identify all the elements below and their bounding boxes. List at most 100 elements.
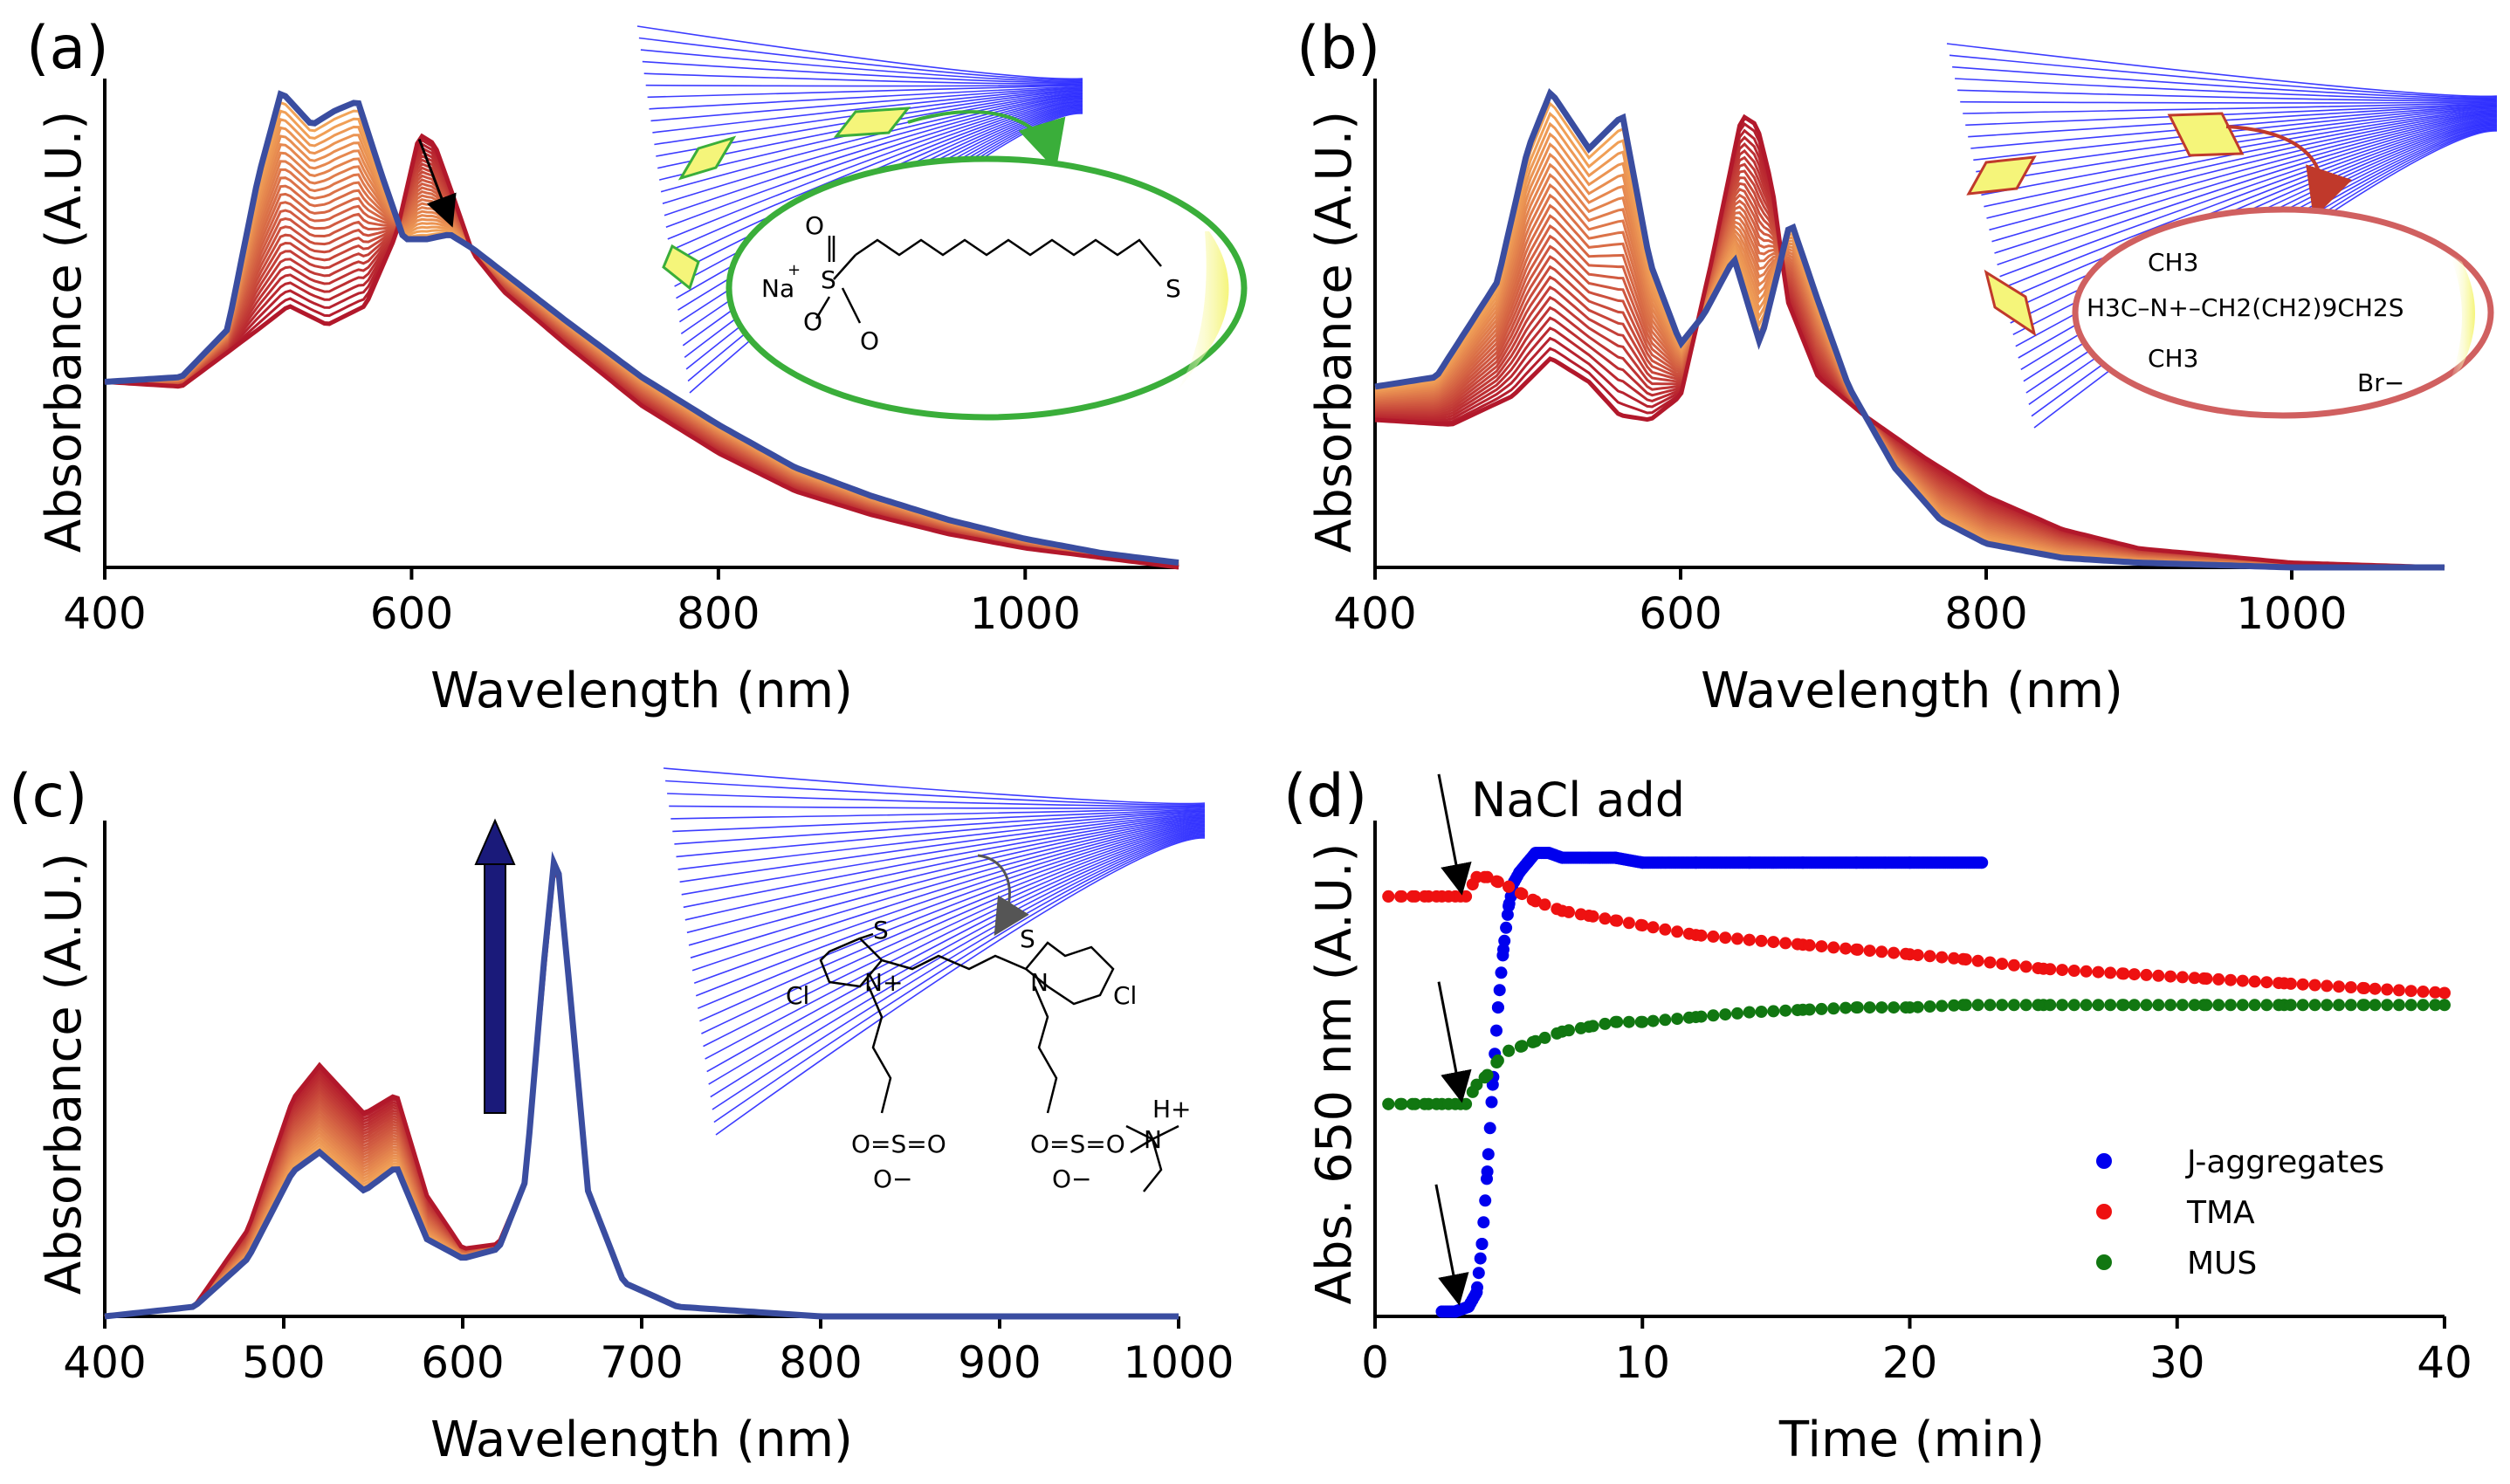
ligand-strand — [1973, 106, 2498, 161]
point-MUS — [1490, 1056, 1503, 1068]
point-J-aggregates — [1475, 1238, 1489, 1250]
point-MUS — [2067, 999, 2080, 1012]
x-axis-title-a: Wavelength (nm) — [430, 663, 853, 719]
point-TMA — [2404, 985, 2417, 998]
point-TMA — [1551, 903, 1564, 916]
point-MUS — [1478, 1071, 1491, 1084]
point-MUS — [1574, 1021, 1587, 1034]
point-TMA — [2128, 968, 2141, 981]
point-MUS — [2273, 999, 2286, 1012]
point-TMA — [2116, 967, 2128, 980]
point-TMA — [1936, 951, 1949, 964]
point-TMA — [1840, 942, 1852, 955]
point-TMA — [1875, 945, 1888, 958]
point-J-aggregates — [1500, 921, 1513, 934]
x-tick-label: 1000 — [2236, 588, 2347, 639]
inset-a: S O O O Na + S — [636, 25, 1248, 421]
ligand-strand — [703, 828, 1206, 1048]
spectrum-intermediate — [104, 862, 1179, 1318]
point-J-aggregates — [1495, 966, 1508, 979]
amine-h: H+ — [1152, 1095, 1192, 1123]
point-TMA — [2356, 981, 2369, 994]
point-J-aggregates — [1493, 984, 1506, 997]
spectrum-intermediate — [104, 862, 1179, 1318]
atom-o3-a: O — [860, 326, 879, 355]
point-TMA — [2284, 977, 2297, 990]
y-axis-title-b: Absorbance (A.U.) — [1306, 111, 1363, 553]
point-MUS — [2404, 999, 2417, 1012]
inset-b: CH3 H3C–N+–CH2(CH2)9CH2S CH3 Br− — [1946, 43, 2498, 429]
point-MUS — [1538, 1031, 1551, 1044]
point-MUS — [2164, 999, 2177, 1012]
spectrum-initial — [104, 860, 1179, 1319]
spectrum-intermediate — [104, 858, 1179, 1318]
point-TMA — [2140, 968, 2153, 981]
ligand-strand — [710, 834, 1206, 1098]
point-MUS — [1791, 1004, 1804, 1017]
nacl-arrow — [1437, 981, 1472, 1103]
point-MUS — [1418, 1097, 1431, 1110]
point-TMA — [2344, 981, 2357, 993]
shift-arrow-a — [417, 138, 457, 228]
dye-diamond-b3 — [1984, 269, 2037, 337]
point-MUS — [2356, 999, 2369, 1012]
point-MUS — [1959, 999, 1972, 1012]
point-TMA — [1454, 890, 1467, 903]
point-TMA — [2019, 960, 2032, 973]
x-tick-label: 10 — [1614, 1337, 1670, 1388]
point-MUS — [1851, 1001, 1864, 1014]
ligand-strand — [679, 813, 1206, 883]
point-MUS — [2200, 999, 2213, 1012]
point-TMA — [1466, 878, 1479, 891]
ligand-strand — [1997, 115, 2498, 266]
point-TMA — [1996, 958, 2009, 971]
panel-label-a: (a) — [26, 14, 109, 83]
point-TMA — [1911, 949, 1924, 962]
legend-marker — [2096, 1204, 2112, 1219]
point-MUS — [2417, 999, 2430, 1012]
spectrum-intermediate — [104, 858, 1179, 1318]
point-MUS — [2344, 999, 2357, 1012]
point-J-aggregates — [1491, 1001, 1504, 1014]
point-MUS — [2140, 999, 2153, 1012]
point-MUS — [1586, 1020, 1599, 1033]
ligand-strand — [688, 819, 1206, 946]
point-TMA — [2296, 978, 2309, 991]
point-MUS — [1767, 1005, 1780, 1018]
ligand-strand — [699, 826, 1206, 1022]
point-MUS — [1454, 1097, 1467, 1110]
ligand-strand — [1955, 78, 2498, 100]
ligand-strand — [1994, 113, 2498, 254]
point-MUS — [1695, 1010, 1708, 1023]
x-tick-label: 40 — [2417, 1337, 2472, 1388]
ligand-strand — [650, 86, 1083, 122]
point-TMA — [2236, 974, 2249, 987]
point-J-aggregates — [1485, 1096, 1498, 1109]
tma-counterion: Br− — [2357, 368, 2404, 397]
point-MUS — [2381, 999, 2394, 1012]
ligand-strand — [697, 825, 1206, 1009]
point-TMA — [1731, 932, 1743, 945]
x-tick-label: 400 — [63, 1337, 146, 1388]
point-TMA — [2438, 986, 2451, 1000]
ligand-strand — [681, 814, 1206, 896]
x-tick-label: 900 — [958, 1337, 1041, 1388]
x-tick-label: 800 — [677, 588, 760, 639]
point-J-aggregates — [1496, 949, 1509, 962]
point-TMA — [2369, 982, 2382, 995]
point-MUS — [1984, 999, 1997, 1012]
ligand-strand — [642, 60, 1083, 84]
legend-label: J-aggregates — [2185, 1144, 2384, 1180]
x-tick-label: 600 — [370, 588, 453, 639]
point-MUS — [2212, 999, 2225, 1012]
ligand-strand — [669, 805, 1206, 809]
point-MUS — [1634, 1015, 1647, 1028]
dye-diamond-a2 — [833, 106, 911, 138]
point-MUS — [1743, 1006, 1756, 1019]
point-TMA — [1707, 930, 1720, 943]
point-TMA — [2044, 963, 2057, 976]
point-MUS — [2260, 999, 2273, 1012]
spectrum-intermediate — [104, 863, 1179, 1318]
point-MUS — [1731, 1007, 1743, 1020]
x-tick-label: 30 — [2149, 1337, 2205, 1388]
